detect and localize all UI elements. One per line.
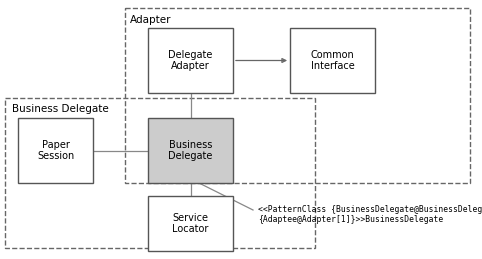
Bar xyxy=(18,118,93,183)
Text: Business Delegate: Business Delegate xyxy=(12,104,109,114)
Bar xyxy=(148,196,233,251)
Text: <<PatternClass {BusinessDelegate@BusinessDelegate[1]}
{Adaptee@Adapter[1]}>>Busi: <<PatternClass {BusinessDelegate@Busines… xyxy=(258,205,482,224)
Bar xyxy=(125,8,470,183)
Bar xyxy=(148,28,233,93)
Text: Delegate
Adapter: Delegate Adapter xyxy=(168,50,213,71)
Text: Business
Delegate: Business Delegate xyxy=(168,140,213,161)
Bar xyxy=(5,98,315,248)
Text: Service
Locator: Service Locator xyxy=(172,213,209,234)
Bar xyxy=(148,118,233,183)
Text: Adapter: Adapter xyxy=(130,15,172,25)
Text: Common
Interface: Common Interface xyxy=(310,50,354,71)
Bar xyxy=(290,28,375,93)
Text: Paper
Session: Paper Session xyxy=(37,140,74,161)
